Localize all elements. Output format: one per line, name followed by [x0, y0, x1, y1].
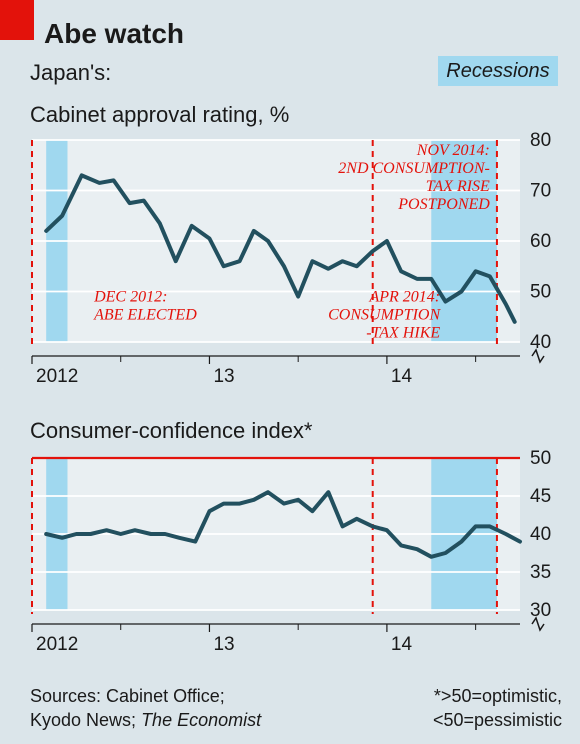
svg-text:60: 60: [530, 231, 551, 252]
svg-text:APR 2014:: APR 2014:: [368, 289, 440, 306]
chart1-title: Cabinet approval rating, %: [30, 102, 289, 128]
svg-text:80: 80: [530, 132, 551, 151]
svg-text:TAX RISE: TAX RISE: [426, 178, 490, 195]
svg-text:13: 13: [213, 634, 234, 655]
svg-text:70: 70: [530, 181, 551, 202]
sources: Sources: Cabinet Office; Kyodo News; The…: [30, 685, 261, 732]
economist-chart-page: Abe watch Japan's: Recessions Cabinet ap…: [0, 0, 580, 744]
sources-line2: Kyodo News; The Economist: [30, 710, 261, 730]
chart2-title: Consumer-confidence index*: [30, 418, 313, 444]
chart2-confidence: 30 35 40 45 50 2012 13 14: [28, 450, 564, 660]
svg-text:POSTPONED: POSTPONED: [397, 196, 490, 213]
svg-text:2012: 2012: [36, 634, 78, 655]
svg-text:CONSUMPTION: CONSUMPTION: [328, 307, 441, 324]
svg-text:14: 14: [391, 366, 413, 382]
svg-text:-TAX HIKE: -TAX HIKE: [366, 325, 440, 342]
svg-text:ABE ELECTED: ABE ELECTED: [93, 307, 197, 324]
page-title: Abe watch: [44, 18, 184, 50]
svg-text:30: 30: [530, 600, 551, 621]
svg-text:DEC 2012:: DEC 2012:: [93, 289, 167, 306]
svg-text:45: 45: [530, 486, 551, 507]
svg-text:50: 50: [530, 450, 551, 469]
sources-line1: Sources: Cabinet Office;: [30, 686, 225, 706]
accent-block: [0, 0, 34, 40]
page-subtitle: Japan's:: [30, 60, 111, 86]
svg-text:40: 40: [530, 524, 551, 545]
svg-text:2012: 2012: [36, 366, 78, 382]
chart1-approval: 40 50 60 70 80 2012 13 14 DEC 2012:ABE ELECTED NO…: [28, 132, 564, 382]
svg-text:35: 35: [530, 562, 551, 583]
svg-text:40: 40: [530, 332, 551, 353]
svg-text:13: 13: [213, 366, 234, 382]
footnote-line2: <50=pessimistic: [433, 710, 562, 730]
footnote: *>50=optimistic, <50=pessimistic: [433, 685, 562, 732]
svg-text:NOV 2014:: NOV 2014:: [416, 142, 490, 159]
svg-text:2ND CONSUMPTION-: 2ND CONSUMPTION-: [338, 160, 490, 177]
svg-text:14: 14: [391, 634, 413, 655]
footnote-line1: *>50=optimistic,: [434, 686, 562, 706]
recession-legend: Recessions: [438, 56, 558, 86]
svg-text:50: 50: [530, 282, 551, 303]
